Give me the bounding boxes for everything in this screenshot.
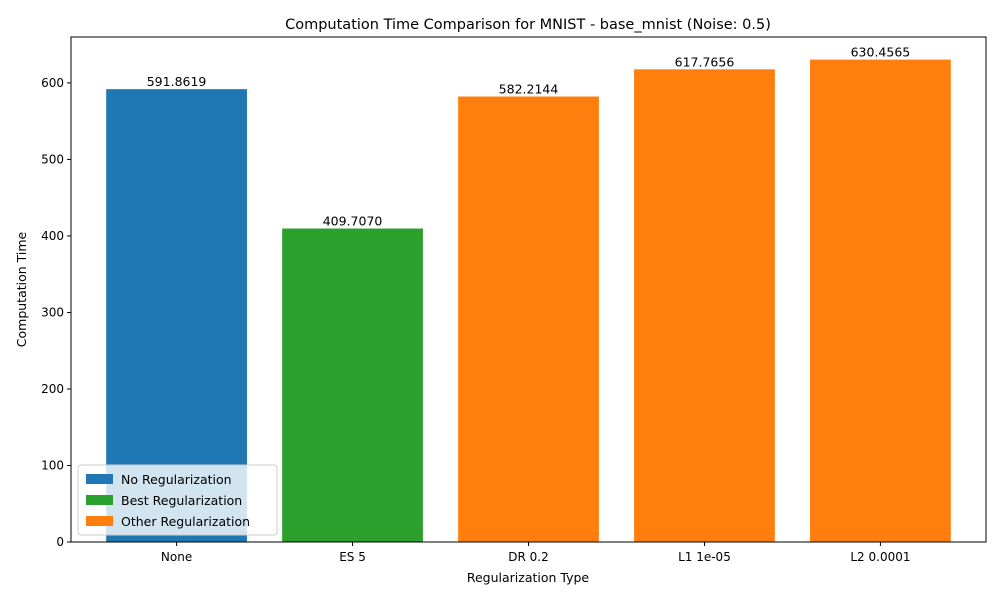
x-tick-label: ES 5 bbox=[339, 550, 366, 564]
y-tick-label: 100 bbox=[41, 458, 64, 472]
y-tick-label: 200 bbox=[41, 382, 64, 396]
x-axis-label: Regularization Type bbox=[467, 570, 590, 585]
x-axis: None ES 5 DR 0.2 L1 1e-05 L2 0.0001 bbox=[161, 542, 910, 564]
chart-title: Computation Time Comparison for MNIST - … bbox=[285, 17, 771, 33]
legend-entry-label: Best Regularization bbox=[121, 493, 242, 508]
data-label: 582.2144 bbox=[499, 82, 559, 97]
y-tick-label: 400 bbox=[41, 229, 64, 243]
y-tick-label: 500 bbox=[41, 152, 64, 166]
plot-frame bbox=[70, 36, 987, 543]
x-tick-label: L1 1e-05 bbox=[678, 550, 731, 564]
data-label: 617.7656 bbox=[675, 54, 735, 69]
bar-l2-0-0001 bbox=[810, 59, 951, 542]
legend-swatch bbox=[86, 516, 113, 526]
bars-layer bbox=[106, 59, 951, 543]
legend-swatch bbox=[86, 495, 113, 505]
data-label: 591.8619 bbox=[147, 74, 207, 89]
legend: No Regularization Best Regularization Othe… bbox=[77, 464, 278, 536]
legend-swatch bbox=[86, 474, 113, 484]
x-tick-label: None bbox=[161, 550, 192, 564]
legend-entry-label: No Regularization bbox=[121, 472, 232, 487]
bar-l1-1e-05 bbox=[634, 69, 775, 543]
data-labels-layer: 591.8619 409.7070 582.2144 617.7656 630.4565 bbox=[147, 45, 911, 229]
y-tick-label: 600 bbox=[41, 76, 64, 90]
y-axis-label: Computation Time bbox=[14, 231, 29, 347]
legend-box bbox=[77, 464, 278, 536]
bar-dr-0-2 bbox=[458, 96, 599, 543]
y-axis: 0 100 200 300 400 500 600 bbox=[41, 76, 71, 549]
y-tick-label: 0 bbox=[56, 535, 64, 549]
x-tick-label: DR 0.2 bbox=[508, 550, 548, 564]
x-tick-label: L2 0.0001 bbox=[850, 550, 910, 564]
legend-entry-label: Other Regularization bbox=[121, 514, 250, 529]
data-label: 630.4565 bbox=[851, 45, 911, 60]
bar-es-5 bbox=[282, 228, 423, 542]
data-label: 409.7070 bbox=[323, 214, 383, 229]
y-tick-label: 300 bbox=[41, 305, 64, 319]
